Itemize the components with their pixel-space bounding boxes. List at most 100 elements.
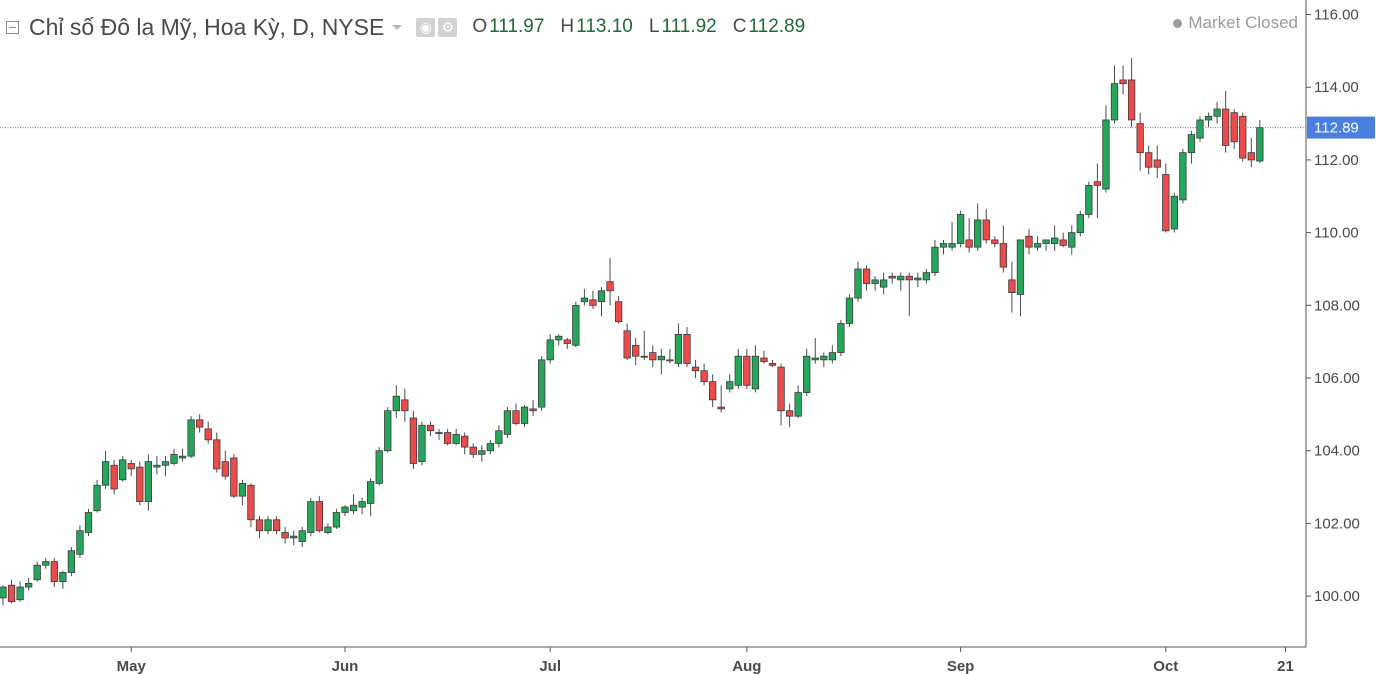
candle-up[interactable] [366,481,375,504]
candle-up[interactable] [880,279,888,288]
candle-down[interactable] [512,410,520,424]
candle-up[interactable] [503,410,512,435]
candle-down[interactable] [683,334,691,364]
candle-up[interactable] [486,443,495,452]
candle-up[interactable] [597,290,606,303]
candle-up[interactable] [24,582,33,588]
candle-down[interactable] [1059,239,1067,246]
candle-up[interactable] [1016,239,1025,295]
candle-up[interactable] [119,459,127,481]
candle-down[interactable] [649,352,657,361]
candle-down[interactable] [888,275,896,279]
candle-up[interactable] [495,430,503,444]
candle-up[interactable] [520,406,529,424]
candle-down[interactable] [1136,123,1144,154]
candle-up[interactable] [358,501,366,508]
collapse-pane-icon[interactable] [6,20,19,34]
candle-down[interactable] [991,239,999,244]
candle-up[interactable] [956,214,965,244]
candle-up[interactable] [837,323,845,353]
candle-up[interactable] [939,243,948,248]
candle-up[interactable] [1085,184,1093,215]
candle-up[interactable] [161,461,170,466]
candle-up[interactable] [290,535,298,539]
candle-up[interactable] [59,572,67,582]
candle-up[interactable] [67,550,76,573]
candle-down[interactable] [623,330,631,359]
candle-up[interactable] [1033,243,1042,248]
candle-up[interactable] [666,359,674,362]
candle-down[interactable] [1127,79,1136,121]
candle-up[interactable] [375,450,383,484]
candle-up[interactable] [84,512,93,533]
candle-down[interactable] [563,339,571,344]
candle-up[interactable] [871,279,879,284]
candle-down[interactable] [281,532,289,539]
candle-up[interactable] [1179,152,1187,201]
candle-up[interactable] [1204,115,1213,121]
candle-up[interactable] [264,519,272,532]
candle-down[interactable] [760,357,768,363]
candle-down[interactable] [221,461,229,477]
candle-down[interactable] [614,301,623,323]
candle-down[interactable] [247,484,255,521]
candle-down[interactable] [127,463,135,470]
candle-up[interactable] [392,395,400,412]
candle-down[interactable] [768,363,777,366]
candle-up[interactable] [324,526,332,533]
candle-up[interactable] [897,275,905,281]
candle-down[interactable] [7,584,16,602]
candle-down[interactable] [1153,159,1161,168]
candle-down[interactable] [272,519,281,532]
candle-down[interactable] [50,561,58,582]
symbol-title[interactable]: Chỉ số Đô la Mỹ, Hoa Kỳ, D, NYSE [29,13,385,40]
candle-up[interactable] [854,268,862,299]
candle-down[interactable] [136,466,144,503]
candle-up[interactable] [307,501,315,533]
candle-up[interactable] [16,586,24,601]
candle-down[interactable] [717,406,725,410]
candle-down[interactable] [110,464,118,490]
candle-down[interactable] [743,355,751,386]
candle-down[interactable] [1025,235,1033,248]
candle-up[interactable] [418,424,426,463]
candle-up[interactable] [572,304,580,346]
candle-up[interactable] [845,297,854,324]
candle-up[interactable] [76,530,84,555]
candle-up[interactable] [828,352,836,361]
candle-down[interactable] [230,457,238,497]
candle-down[interactable] [905,275,913,281]
candle-up[interactable] [948,243,956,248]
candle-up[interactable] [1213,108,1221,117]
candle-down[interactable] [589,299,597,306]
candle-down[interactable] [1145,152,1153,168]
candle-down[interactable] [195,419,204,428]
candle-down[interactable] [1093,181,1102,186]
candle-up[interactable] [1256,127,1264,162]
candle-down[interactable] [461,435,469,448]
candle-up[interactable] [349,504,358,512]
candle-up[interactable] [1170,195,1178,230]
candle-up[interactable] [332,512,341,528]
candle-down[interactable] [1162,174,1170,232]
candle-up[interactable] [33,564,41,581]
candle-down[interactable] [777,366,785,412]
candle-up[interactable] [1110,83,1119,121]
candle-up[interactable] [820,355,828,361]
candle-up[interactable] [341,506,349,513]
candle-down[interactable] [1230,112,1238,143]
candle-down[interactable] [409,417,418,464]
candle-up[interactable] [657,355,665,361]
candle-up[interactable] [170,453,178,464]
candle-up[interactable] [93,484,101,512]
candle-up[interactable] [803,355,811,393]
candle-up[interactable] [452,433,460,444]
candle-up[interactable] [726,381,734,390]
candle-down[interactable] [401,399,409,412]
candle-up[interactable] [435,432,443,434]
candle-up[interactable] [640,355,648,358]
candle-down[interactable] [204,428,212,441]
candle-up[interactable] [1102,119,1110,190]
candle-up[interactable] [144,461,153,503]
candle-down[interactable] [691,366,700,372]
